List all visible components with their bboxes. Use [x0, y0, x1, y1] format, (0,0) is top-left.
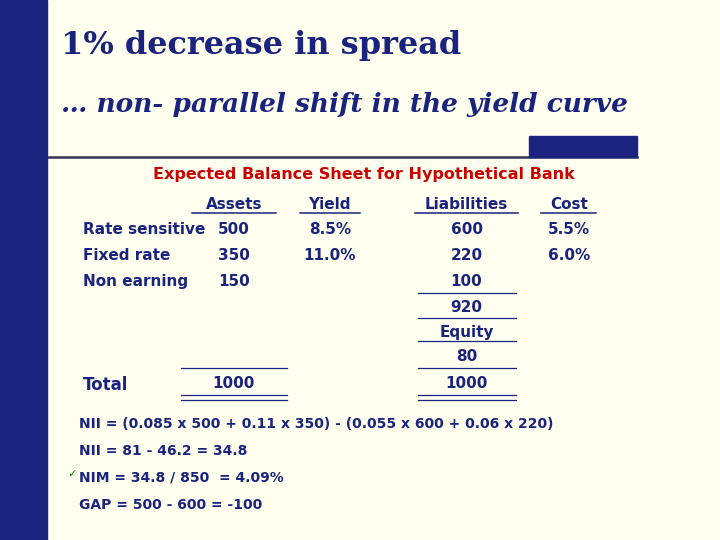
- Text: … non- parallel shift in the yield curve: … non- parallel shift in the yield curve: [61, 92, 628, 117]
- Text: NIM = 34.8 / 850  = 4.09%: NIM = 34.8 / 850 = 4.09%: [79, 471, 284, 485]
- Text: Cost: Cost: [550, 197, 588, 212]
- Text: Fixed rate: Fixed rate: [83, 248, 170, 264]
- Text: Expected Balance Sheet for Hypothetical Bank: Expected Balance Sheet for Hypothetical …: [153, 167, 575, 183]
- Text: ✓: ✓: [67, 469, 76, 480]
- Text: Liabilities: Liabilities: [425, 197, 508, 212]
- Text: GAP = 500 - 600 = -100: GAP = 500 - 600 = -100: [79, 498, 263, 512]
- Text: 6.0%: 6.0%: [548, 248, 590, 264]
- Text: Rate sensitive: Rate sensitive: [83, 222, 205, 238]
- Text: 100: 100: [451, 274, 482, 289]
- Text: NII = (0.085 x 500 + 0.11 x 350) - (0.055 x 600 + 0.06 x 220): NII = (0.085 x 500 + 0.11 x 350) - (0.05…: [79, 417, 554, 431]
- Text: 220: 220: [451, 248, 482, 264]
- Text: Assets: Assets: [206, 197, 262, 212]
- Text: 5.5%: 5.5%: [548, 222, 590, 238]
- Text: Equity: Equity: [439, 325, 494, 340]
- Text: 11.0%: 11.0%: [304, 248, 356, 264]
- Text: 500: 500: [218, 222, 250, 238]
- Text: Total: Total: [83, 376, 128, 394]
- Text: NII = 81 - 46.2 = 34.8: NII = 81 - 46.2 = 34.8: [79, 444, 248, 458]
- Text: 350: 350: [218, 248, 250, 264]
- Text: 150: 150: [218, 274, 250, 289]
- Text: 600: 600: [451, 222, 482, 238]
- Text: 80: 80: [456, 349, 477, 364]
- Text: Yield: Yield: [308, 197, 351, 212]
- Text: 1% decrease in spread: 1% decrease in spread: [61, 30, 462, 60]
- Text: 1000: 1000: [213, 376, 255, 392]
- Text: 920: 920: [451, 300, 482, 315]
- Text: 8.5%: 8.5%: [309, 222, 351, 238]
- Text: Non earning: Non earning: [83, 274, 188, 289]
- Text: 1000: 1000: [446, 376, 487, 392]
